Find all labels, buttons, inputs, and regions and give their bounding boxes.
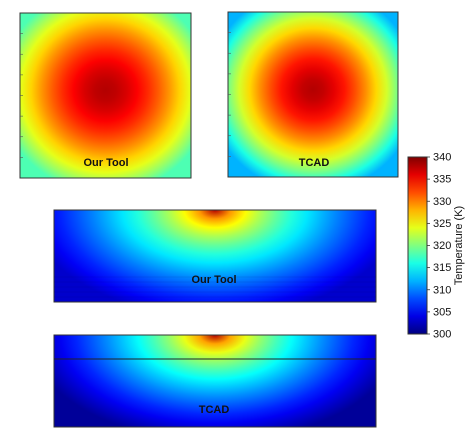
colorbar-tick-label: 320 [433,240,451,252]
panel-label-tcad-section: TCAD [198,404,230,416]
heatmap-section-1 [54,335,376,427]
colorbar-tick-label: 305 [433,306,451,318]
colorbar [407,156,428,335]
panel-label-our-tool-top: Our Tool [83,157,129,169]
heatmap-top-1 [228,12,398,177]
panel-label-tcad-top: TCAD [298,157,330,169]
colorbar-tick-label: 310 [433,284,451,296]
colorbar-tick-label: 300 [433,329,451,341]
heatmap-section-0 [54,210,376,302]
heatmap-section-frame-0 [53,209,377,303]
colorbar-tick-label: 340 [433,152,451,164]
colorbar-tick-label: 335 [433,174,451,186]
heatmap-top-0 [20,13,191,178]
heatmap-section-frame-1 [53,334,377,428]
colorbar-tick-label: 330 [433,196,451,208]
colorbar-tick-label: 325 [433,218,451,230]
panel-label-our-tool-section: Our Tool [191,274,237,286]
colorbar-label: Temperature (K) [453,206,465,285]
colorbar-tick-label: 315 [433,262,451,274]
